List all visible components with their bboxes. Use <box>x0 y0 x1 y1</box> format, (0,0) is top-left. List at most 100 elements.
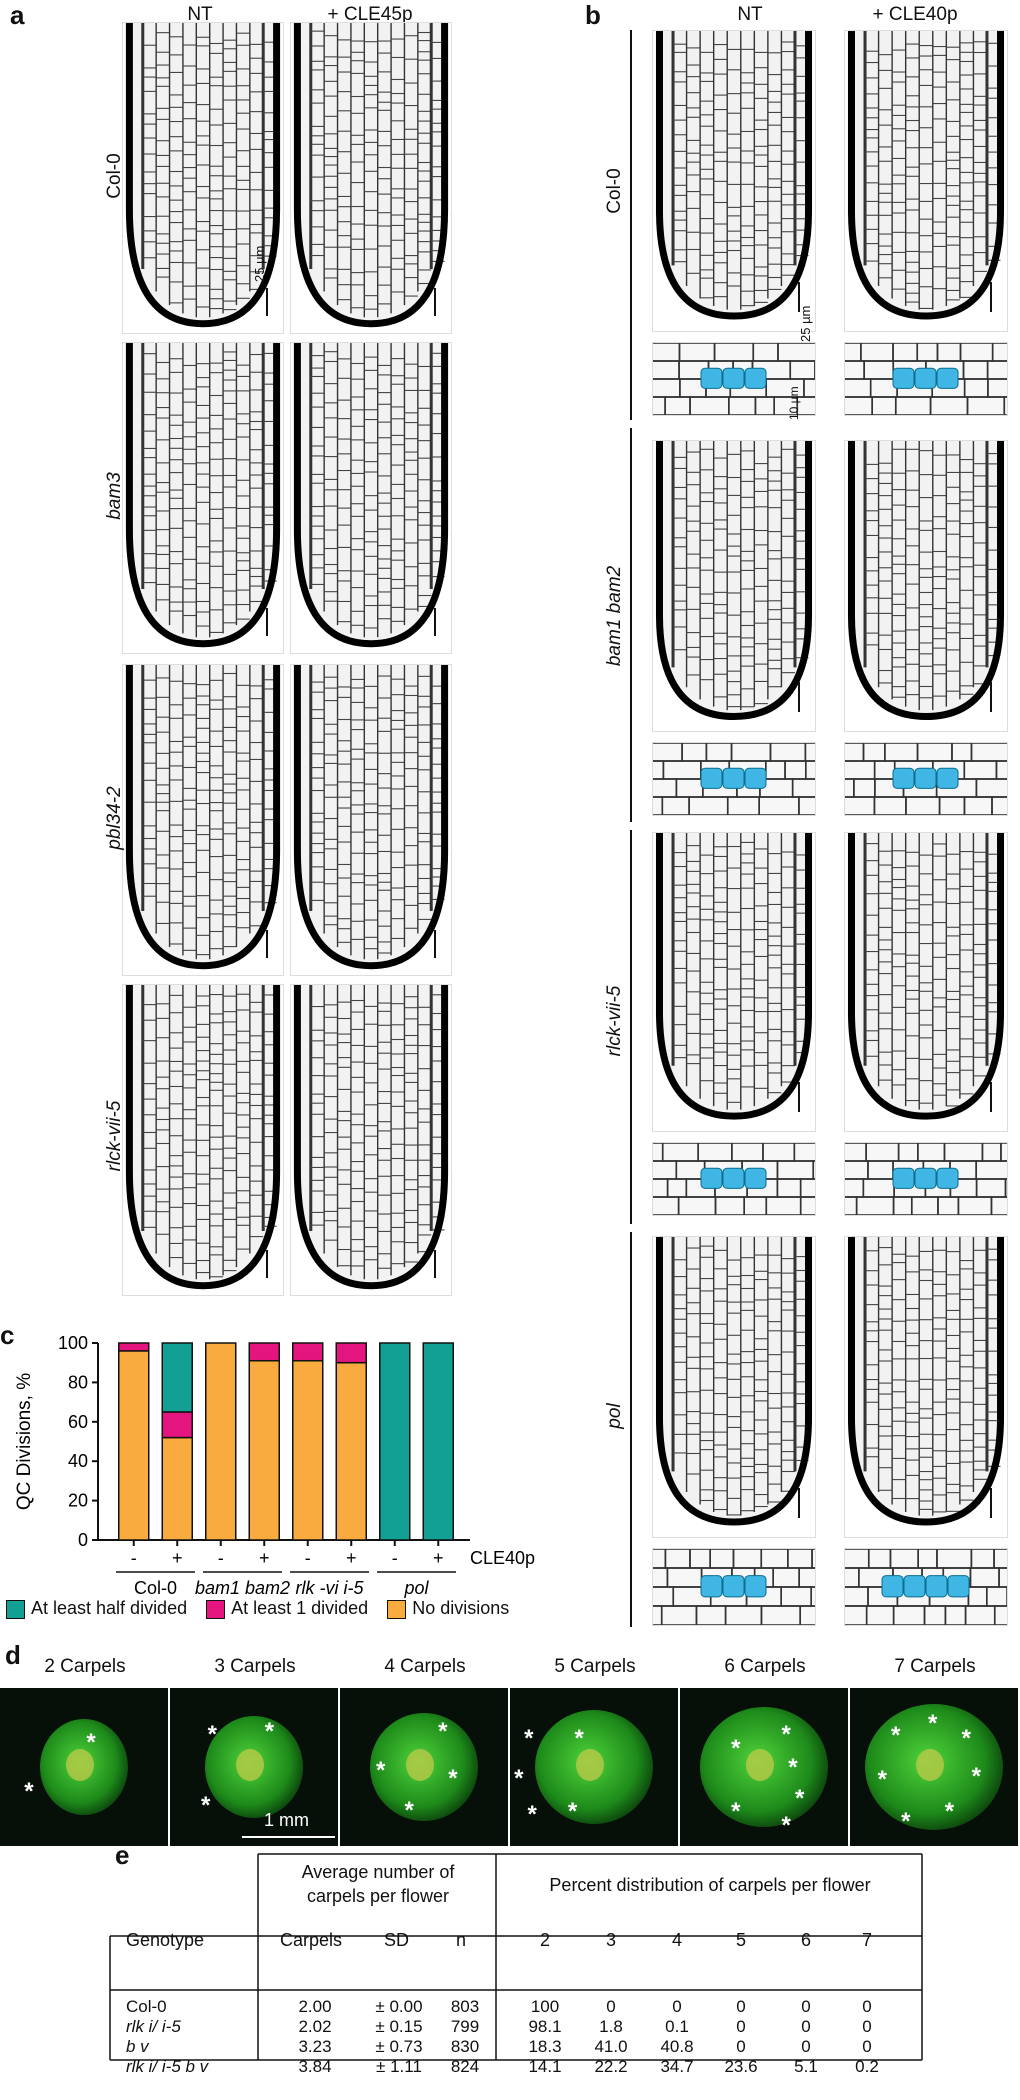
panel-d-title-4: 5 Carpels <box>554 1656 636 1677</box>
legend-item-one: At least 1 divided <box>206 1598 368 1619</box>
chart-y-tick-label: 0 <box>78 1530 88 1550</box>
table-row-4-n: 824 <box>450 2057 480 2076</box>
panel-d-carpel-star-5-3: * <box>788 1753 798 1781</box>
table-row-1-sd: ± 0.00 <box>375 1997 423 2016</box>
panel-b-divider-2 <box>630 428 632 822</box>
panel-b-scale-label-small: 10 µm <box>787 386 801 420</box>
panel-a-scale-label: 25 µm <box>252 245 267 282</box>
table-row-1-pct-6: 0 <box>801 1997 811 2016</box>
table-row-2-pct-6: 0 <box>801 2017 811 2036</box>
panel-a-scale-bar-r4-c1 <box>266 1250 268 1278</box>
table-row-3-sd: ± 0.73 <box>375 2037 423 2056</box>
table-row-3-n: 830 <box>450 2037 480 2056</box>
table-row-2-pct-5: 0 <box>736 2017 746 2036</box>
table-row-1-pct-3: 0 <box>606 1997 616 2016</box>
panel-b-micrograph-r3-c2 <box>844 832 1008 1132</box>
table-row-3-carpels: 3.23 <box>298 2037 332 2056</box>
table-col-pct-2: 2 <box>539 1930 550 1950</box>
panel-d-carpel-star-5-2: * <box>781 1720 791 1748</box>
panel-b-qc-closeup-r3-c2 <box>844 1142 1008 1216</box>
panel-a-scale-bar-r4-c2 <box>434 1250 436 1278</box>
chart-bar-4-series-1 <box>248 1359 280 1541</box>
table-row-1-genotype: Col-0 <box>126 1997 167 2016</box>
chart-bar-6-series-2 <box>335 1342 367 1364</box>
chart-bar-2-series-3 <box>161 1342 193 1413</box>
panel-b-micrograph-r4-c2 <box>844 1236 1008 1538</box>
panel-a-micrograph-r2-c2 <box>290 342 452 654</box>
table-row-4-pct-3: 22.2 <box>594 2057 628 2076</box>
table-row-4-pct-6: 5.1 <box>794 2057 818 2076</box>
panel-d-carpel-star-5-6: * <box>731 1798 741 1826</box>
panel-a-row-pbl34: pbl34-2 <box>104 786 125 850</box>
panel-d-carpel-star-2-1: * <box>207 1720 218 1748</box>
panel-a-row-rlck: rlck-vii-5 <box>104 1100 125 1172</box>
table-row-1-carpels: 2.00 <box>298 1997 332 2016</box>
chart-y-tick-label: 60 <box>68 1412 88 1432</box>
table-col-pct-7: 7 <box>861 1930 872 1950</box>
panel-a-micrograph-r3-c1 <box>122 664 284 976</box>
table-row-4-sd: ± 1.11 <box>376 2057 422 2076</box>
panel-d-carpel-star-5-4: * <box>794 1785 805 1813</box>
panel-b-qc-closeup-r3-c1 <box>652 1142 816 1216</box>
panel-b-scale-bar-r3-c2 <box>990 1082 992 1112</box>
panel-b-micrograph-r4-c1 <box>652 1236 816 1538</box>
table-row-2-pct-7: 0 <box>862 2017 872 2036</box>
panel-d-carpel-star-1-2: * <box>24 1777 34 1805</box>
panel-d-carpel-star-2-3: * <box>200 1791 211 1819</box>
panel-b-micrograph-r2-c2 <box>844 440 1008 732</box>
panel-a-micrograph-r1-c1 <box>122 22 284 334</box>
panel-d-carpel-star-3-2: * <box>376 1757 386 1784</box>
table-row-1-pct-4: 0 <box>672 1997 682 2016</box>
table-row-1-pct-2: 100 <box>530 1997 560 2016</box>
chart-x-tick-label-6: + <box>346 1548 357 1568</box>
table-col-pct-5: 5 <box>735 1930 746 1950</box>
panel-d-photo-5: * * * * * * <box>680 1688 848 1846</box>
panel-d-title-5: 6 Carpels <box>724 1656 806 1677</box>
panel-b-divider-3 <box>630 830 632 1224</box>
table-row-2-n: 799 <box>450 2017 480 2036</box>
table-col-pct-6: 6 <box>800 1930 811 1950</box>
panel-b-divider-1 <box>630 30 632 420</box>
panel-b-qc-closeup-r4-c2 <box>844 1548 1008 1626</box>
table-row-3-pct-2: 18.3 <box>528 2037 562 2056</box>
panel-c-label: c <box>0 1320 15 1350</box>
table-col-pct-3: 3 <box>605 1930 616 1950</box>
table-row-4-carpels: 3.84 <box>298 2057 332 2076</box>
panel-d-label: d <box>5 1640 21 1670</box>
chart-x-tick-label-2: + <box>172 1548 183 1568</box>
table-header-avg: Average number of carpels per flower <box>301 1862 455 1906</box>
panel-b-qc-closeup-r4-c1 <box>652 1548 816 1626</box>
table-col-carpels: Carpels <box>280 1930 343 1950</box>
panel-d-carpel-star-6-2: * <box>928 1709 938 1737</box>
panel-b-scale-bar-r2-c2 <box>990 682 992 712</box>
panel-a-label: a <box>10 0 25 30</box>
panel-d-scale-label: 1 mm <box>264 1810 309 1830</box>
chart-bar-3-series-1 <box>205 1342 237 1541</box>
chart-group-label-3: rlk -vi i-5 <box>296 1578 365 1598</box>
legend-item-half: At least half divided <box>6 1598 187 1619</box>
panel-d-scale-bar <box>242 1836 335 1838</box>
legend-item-none: No divisions <box>387 1598 509 1619</box>
chart-bar-7-series-3 <box>379 1342 411 1541</box>
table-col-pct-4: 4 <box>671 1930 682 1950</box>
panel-d-carpel-star-5-1: * <box>731 1734 741 1762</box>
panel-d-carpel-star-6-5: * <box>944 1798 955 1826</box>
panel-a-micrograph-r2-c1 <box>122 342 284 654</box>
chart-bar-1-series-1 <box>118 1350 150 1541</box>
panel-b-micrograph-r1-c1 <box>652 30 816 332</box>
panel-d-carpel-star-6-7: * <box>877 1766 887 1794</box>
chart-x-tick-label-1: - <box>131 1548 137 1568</box>
table-row-2-genotype: rlk i/ i-5 <box>126 2017 181 2036</box>
table-row-3-pct-6: 0 <box>801 2037 811 2056</box>
panel-b-label: b <box>585 0 601 30</box>
panel-a-row-bam3: bam3 <box>104 472 125 520</box>
panel-d-carpel-star-3-1: * <box>438 1717 448 1745</box>
chart-y-tick-label: 100 <box>58 1333 88 1353</box>
panel-b-col-nt: NT <box>737 4 763 25</box>
panel-b-scale-bar-r3-c1 <box>798 1082 800 1112</box>
chart-bar-1-series-2 <box>118 1342 150 1352</box>
chart-group-label-2: bam1 bam2 <box>195 1578 290 1598</box>
panel-c-legend: At least half divided At least 1 divided… <box>6 1598 509 1619</box>
panel-d-carpel-star-3-4: * <box>404 1796 414 1824</box>
panel-d-carpel-star-5-5: * <box>781 1812 791 1840</box>
